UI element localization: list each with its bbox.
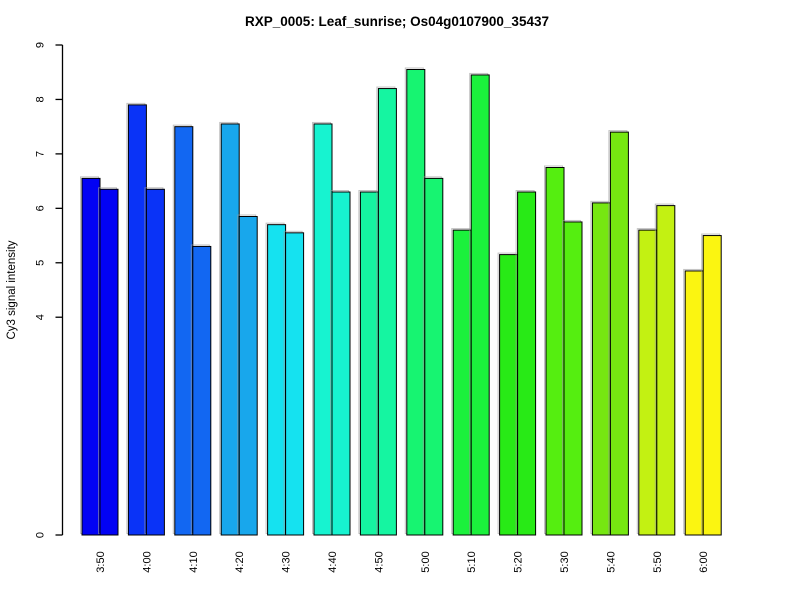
bar [145, 188, 165, 536]
x-tick-label: 4:50 [373, 551, 385, 572]
bar [174, 126, 194, 536]
bar [377, 88, 397, 536]
bar [267, 224, 287, 536]
bar [192, 245, 212, 536]
bar [81, 177, 101, 536]
bar [359, 191, 379, 536]
bar [470, 74, 490, 536]
y-tick-label: 5 [35, 260, 47, 266]
bar [406, 69, 426, 536]
x-tick-label: 4:40 [327, 551, 339, 572]
y-axis: 0 4 5 6 7 8 9 [35, 42, 64, 538]
bar [285, 232, 305, 536]
bar [702, 235, 722, 536]
x-tick-label: 5:10 [466, 551, 478, 572]
x-axis-labels: 3:50 4:00 4:10 4:20 4:30 4:40 4:50 5:00 5:10 5:20… [95, 551, 710, 572]
bar [331, 191, 351, 536]
chart-title: RXP_0005: Leaf_sunrise; Os04g0107900_354… [245, 14, 549, 29]
x-tick-label: 4:00 [141, 551, 153, 572]
x-tick-label: 5:20 [513, 551, 525, 572]
x-tick-label: 5:40 [605, 551, 617, 572]
x-tick-label: 3:50 [95, 551, 107, 572]
bar [684, 270, 704, 536]
bar [609, 131, 629, 536]
x-tick-label: 4:20 [234, 551, 246, 572]
bars [80, 67, 722, 536]
bar [452, 229, 472, 536]
y-tick-label: 7 [35, 151, 47, 157]
y-axis-title: Cy3 signal intensity [6, 240, 18, 339]
y-tick-label: 9 [35, 42, 47, 48]
bar [220, 123, 240, 536]
x-tick-label: 5:00 [420, 551, 432, 572]
x-tick-label: 5:30 [559, 551, 571, 572]
bar [238, 216, 258, 536]
bar [563, 221, 583, 536]
x-tick-label: 4:10 [188, 551, 200, 572]
x-tick-label: 6:00 [698, 551, 710, 572]
bar [638, 229, 658, 536]
bar [545, 167, 565, 536]
x-tick-label: 4:30 [281, 551, 293, 572]
bar [591, 202, 611, 536]
bar [499, 254, 519, 536]
bar [517, 191, 537, 536]
x-tick-label: 5:50 [652, 551, 664, 572]
bar [656, 205, 676, 536]
bar [313, 123, 333, 536]
bar [99, 188, 119, 536]
bar [127, 104, 147, 536]
y-tick-label: 6 [35, 205, 47, 211]
y-tick-label: 8 [35, 96, 47, 102]
bar [424, 177, 444, 536]
y-tick-label: 4 [35, 314, 47, 320]
y-tick-label: 0 [35, 532, 47, 538]
